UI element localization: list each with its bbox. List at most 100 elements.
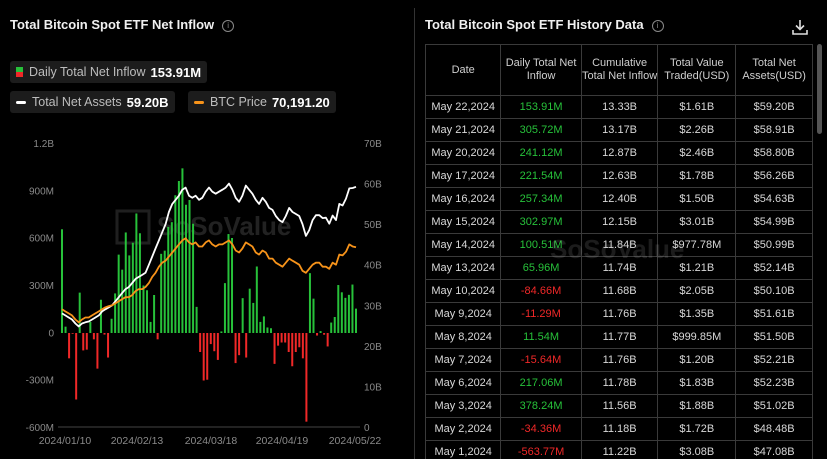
- cell-cum: 13.17B: [580, 118, 659, 142]
- col-header-daily[interactable]: Daily Total Net Inflow: [500, 44, 582, 96]
- cell-daily: 305.72M: [500, 118, 582, 142]
- cell-date: May 21,2024: [425, 118, 502, 142]
- legend-assets-label: Total Net Assets: [32, 95, 122, 109]
- inflow-bar: [170, 222, 173, 333]
- inflow-bar: [160, 253, 163, 333]
- y-left-tick-label: 0: [48, 328, 54, 339]
- col-header-traded[interactable]: Total Value Traded(USD): [657, 44, 737, 96]
- inflow-bar: [241, 298, 244, 333]
- y-left-tick-label: 300M: [29, 281, 54, 292]
- cell-assets: $54.63B: [735, 187, 813, 211]
- inflow-bar: [248, 288, 251, 333]
- col-header-date[interactable]: Date: [425, 44, 502, 96]
- y-right-tick-label: 50B: [364, 220, 382, 231]
- legend-assets-value: 59.20B: [126, 94, 169, 110]
- inflow-bar: [227, 234, 230, 333]
- cell-assets: $51.50B: [735, 325, 813, 349]
- inflow-bar: [195, 306, 198, 333]
- watermark: SoSoValue: [115, 209, 291, 245]
- inflow-bar: [291, 333, 294, 367]
- y-left-tick-label: -300M: [26, 376, 54, 387]
- inflow-bar: [174, 195, 177, 333]
- info-icon[interactable]: i: [222, 20, 235, 32]
- inflow-bar: [298, 333, 301, 348]
- cell-traded: $1.78B: [657, 164, 737, 188]
- inflow-bar: [347, 294, 350, 333]
- table-row[interactable]: May 22,2024 153.91M 13.33B $1.61B $59.20B: [425, 95, 813, 119]
- inflow-bar: [280, 333, 283, 343]
- cell-date: May 2,2024: [425, 417, 502, 441]
- inflow-bar: [312, 298, 315, 333]
- col-header-assets[interactable]: Total Net Assets(USD): [735, 44, 813, 96]
- inflow-bar: [206, 333, 209, 380]
- inflow-bar: [305, 333, 308, 422]
- inflow-bar: [308, 273, 311, 333]
- table-row[interactable]: May 7,2024 -15.64M 11.76B $1.20B $52.21B: [425, 348, 813, 372]
- inflow-bar: [355, 308, 357, 333]
- y-left-tick-label: 1.2B: [33, 139, 54, 150]
- inflow-bar: [131, 242, 134, 333]
- inflow-bar: [344, 297, 347, 333]
- orange-line-swatch-icon: [194, 100, 204, 104]
- inflow-bar: [153, 295, 156, 333]
- inflow-bar: [199, 333, 202, 352]
- cell-traded: $2.05B: [657, 279, 737, 303]
- btc-price-line: [61, 237, 357, 324]
- col-header-cumulative[interactable]: Cumulative Total Net Inflow: [580, 44, 659, 96]
- table-row[interactable]: May 2,2024 -34.36M 11.18B $1.72B $48.48B: [425, 417, 813, 441]
- cell-date: May 17,2024: [425, 164, 502, 188]
- table-row[interactable]: May 8,2024 11.54M 11.77B $999.85M $51.50B: [425, 325, 813, 349]
- inflow-bar: [128, 255, 131, 333]
- cell-daily: 221.54M: [500, 164, 582, 188]
- table-scrollbar[interactable]: [817, 44, 822, 134]
- inflow-bar: [234, 333, 237, 364]
- inflow-bar: [146, 290, 149, 333]
- cell-date: May 22,2024: [425, 95, 502, 119]
- table-row[interactable]: May 3,2024 378.24M 11.56B $1.88B $51.02B: [425, 394, 813, 418]
- inflow-bar: [78, 292, 81, 333]
- cell-cum: 12.63B: [580, 164, 659, 188]
- inflow-chart[interactable]: SoSoValue 1.2B 900M 600M 300M 0 -300M -600M 70…: [0, 139, 414, 459]
- table-row[interactable]: May 6,2024 217.06M 11.78B $1.83B $52.23B: [425, 371, 813, 395]
- inflow-bar: [294, 333, 297, 352]
- table-row[interactable]: May 16,2024 257.34M 12.40B $1.50B $54.63B: [425, 187, 813, 211]
- inflow-bar: [85, 333, 88, 350]
- cell-cum: 11.18B: [580, 417, 659, 441]
- inflow-bar: [273, 333, 276, 364]
- legend-daily-inflow[interactable]: Daily Total Net Inflow 153.91M: [10, 61, 208, 83]
- cell-date: May 6,2024: [425, 371, 502, 395]
- table-row[interactable]: May 21,2024 305.72M 13.17B $2.26B $58.91B: [425, 118, 813, 142]
- table-watermark: SoSoValue: [550, 234, 684, 265]
- info-icon[interactable]: i: [651, 20, 664, 32]
- download-icon[interactable]: [791, 18, 809, 36]
- inflow-bar: [188, 200, 191, 333]
- legend-net-assets[interactable]: Total Net Assets 59.20B: [10, 91, 175, 113]
- cell-traded: $999.85M: [657, 325, 737, 349]
- inflow-bar: [177, 181, 180, 333]
- cell-assets: $47.08B: [735, 440, 813, 459]
- inflow-bar: [114, 293, 117, 333]
- y-right-tick-label: 20B: [364, 342, 382, 353]
- inflow-bar: [223, 283, 226, 333]
- cell-date: May 13,2024: [425, 256, 502, 280]
- cell-cum: 11.77B: [580, 325, 659, 349]
- y-right-tick-label: 30B: [364, 301, 382, 312]
- table-row[interactable]: May 14,2024 100.51M 11.84B $977.78M $50.99B: [425, 233, 813, 257]
- table-row[interactable]: May 15,2024 302.97M 12.15B $3.01B $54.99B: [425, 210, 813, 234]
- table-row[interactable]: May 17,2024 221.54M 12.63B $1.78B $56.26B: [425, 164, 813, 188]
- cell-assets: $50.99B: [735, 233, 813, 257]
- inflow-bar: [245, 333, 248, 358]
- history-table-wrapper[interactable]: Date Daily Total Net Inflow Cumulative T…: [425, 44, 813, 459]
- legend-daily-label: Daily Total Net Inflow: [29, 65, 146, 79]
- legend-btc-price[interactable]: BTC Price 70,191.20: [188, 91, 336, 113]
- inflow-bar: [61, 229, 63, 333]
- table-row[interactable]: May 10,2024 -84.66M 11.68B $2.05B $50.10B: [425, 279, 813, 303]
- table-row[interactable]: May 9,2024 -11.29M 11.76B $1.35B $51.61B: [425, 302, 813, 326]
- inflow-bar: [92, 333, 95, 340]
- inflow-bar: [149, 321, 152, 333]
- inflow-bar: [269, 328, 272, 333]
- cell-cum: 12.15B: [580, 210, 659, 234]
- inflow-bar: [259, 321, 262, 333]
- table-row[interactable]: May 1,2024 -563.77M 11.22B $3.08B $47.08B: [425, 440, 813, 459]
- table-row[interactable]: May 20,2024 241.12M 12.87B $2.46B $58.80B: [425, 141, 813, 165]
